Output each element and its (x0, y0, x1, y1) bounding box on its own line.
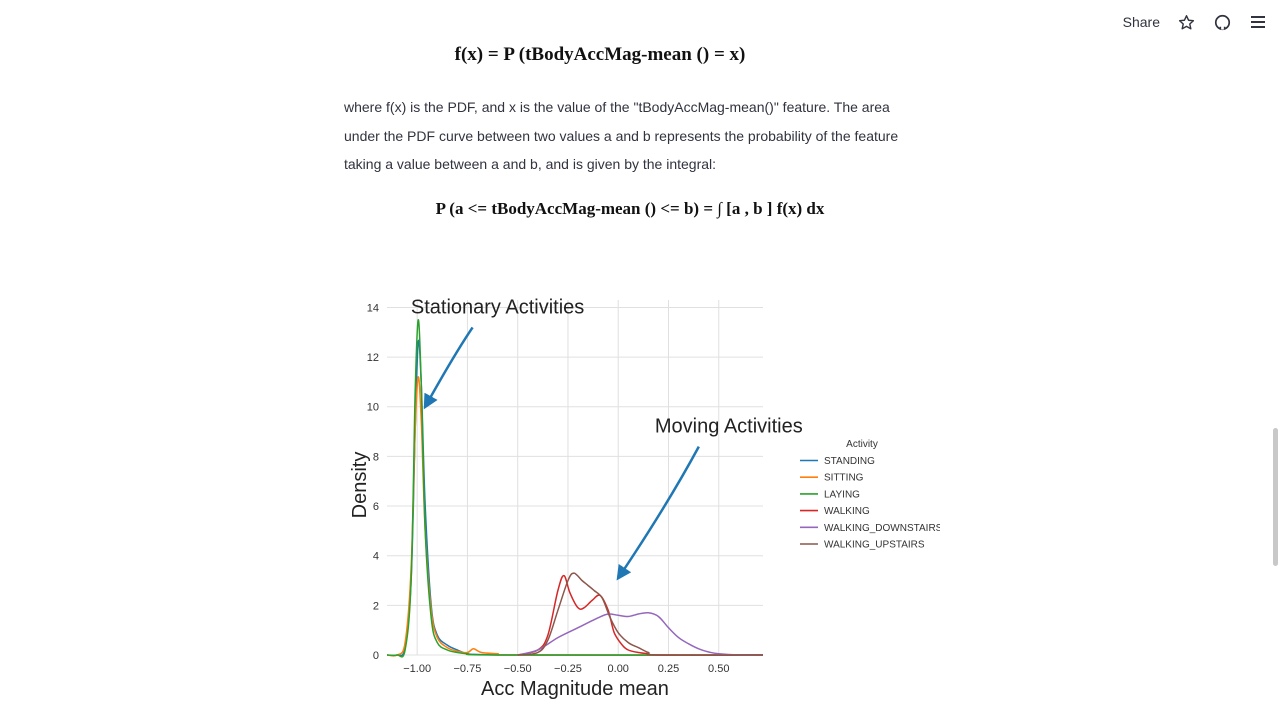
y-axis-label: Density (349, 452, 371, 519)
x-tick-label: −1.00 (403, 663, 431, 675)
annotation-label: Stationary Activities (411, 296, 584, 318)
legend-title: Activity (846, 439, 878, 450)
x-tick-label: 0.25 (658, 663, 679, 675)
y-tick-label: 6 (373, 501, 379, 513)
chart-grid (387, 300, 763, 656)
explanation-paragraph: where f(x) is the PDF, and x is the valu… (344, 99, 899, 172)
chart-axes: −1.00 −0.75 −0.50 −0.25 0.00 0.25 0.50 0 2 4 6 8 10 1… (367, 302, 730, 675)
y-tick-label: 0 (373, 650, 379, 662)
github-icon[interactable] (1212, 12, 1232, 32)
legend-entry: LAYING (824, 489, 860, 500)
series-line-standing (386, 339, 763, 657)
series-line-walking (517, 574, 764, 656)
scrollbar[interactable] (1273, 428, 1278, 566)
x-tick-label: −0.25 (554, 663, 582, 675)
x-axis-label: Acc Magnitude mean (481, 678, 669, 700)
star-icon[interactable] (1176, 12, 1196, 32)
annotation-label: Moving Activities (655, 416, 803, 438)
y-tick-label: 14 (367, 302, 379, 314)
legend-entry: STANDING (824, 456, 875, 467)
chart-legend: Activity STANDING SITTING LAYING WALKING WALK… (800, 439, 940, 551)
pdf-formula: f(x) = P (tBodyAccMag-mean () = x) (454, 44, 746, 65)
y-tick-label: 8 (373, 451, 379, 463)
menu-icon[interactable] (1248, 12, 1268, 32)
app-toolbar: Share (1123, 10, 1268, 34)
legend-entry: WALKING_UPSTAIRS (824, 540, 925, 551)
annotation-arrow (616, 446, 700, 581)
legend-entry: SITTING (824, 473, 864, 484)
y-tick-label: 10 (367, 402, 379, 414)
share-button[interactable]: Share (1122, 14, 1160, 30)
density-chart: −1.00 −0.75 −0.50 −0.25 0.00 0.25 0.50 0 2 4 6 8 10 1… (349, 296, 940, 700)
x-tick-label: −0.50 (504, 663, 532, 675)
y-tick-label: 4 (373, 551, 379, 563)
annotation-arrow (423, 326, 474, 410)
chart-series (386, 319, 764, 658)
chart-annotations: Stationary Activities Moving Activities (411, 296, 803, 581)
x-tick-label: 0.50 (708, 663, 729, 675)
series-line-walking-upstairs (517, 572, 764, 656)
series-line-laying (386, 319, 764, 658)
x-tick-label: −0.75 (454, 663, 482, 675)
legend-entry: WALKING (824, 506, 870, 517)
series-line-walking-downstairs (517, 611, 764, 656)
y-tick-label: 2 (373, 600, 379, 612)
y-tick-label: 12 (367, 352, 379, 364)
x-tick-label: 0.00 (608, 663, 629, 675)
legend-entry: WALKING_DOWNSTAIRS (824, 523, 940, 534)
integral-formula: P (a <= tBodyAccMag-mean () <= b) = ∫ [a… (435, 199, 825, 218)
